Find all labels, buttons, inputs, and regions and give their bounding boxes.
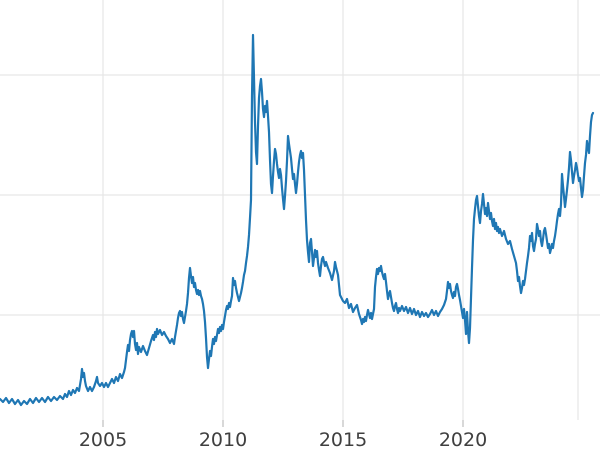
x-tick-label: 2020 [439,429,487,450]
x-tick-label: 2015 [319,429,367,450]
x-tick-label: 2010 [199,429,247,450]
data-series [0,33,595,407]
vertical-gridlines [102,0,579,420]
series-line-price-time-series [0,33,595,407]
horizontal-gridlines [0,74,600,316]
x-axis-ticks [102,420,464,427]
x-tick-label: 2005 [79,429,127,450]
x-axis-tick-labels: 2005 2010 2015 2020 [79,429,487,450]
